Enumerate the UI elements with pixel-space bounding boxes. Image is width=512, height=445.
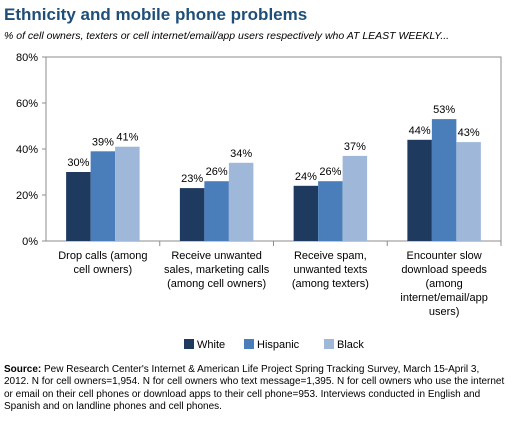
data-label: 24% — [295, 171, 317, 183]
data-label: 26% — [319, 166, 341, 178]
chart-subtitle: % of cell owners, texters or cell intern… — [4, 30, 450, 42]
bar-white — [179, 188, 205, 241]
bar-black — [228, 162, 254, 241]
legend-swatch-black — [324, 339, 334, 349]
x-tick-label: Encounter slow — [407, 250, 482, 262]
source-note: Source: Pew Research Center's Internet &… — [4, 364, 506, 414]
x-tick-label: unwanted texts — [293, 264, 367, 276]
y-tick-label: 60% — [16, 98, 38, 110]
bar-chart: 0% 20% 40% 60% 80% 30%39% 41% Drop calls (among… — [16, 52, 502, 351]
data-label: 41% — [116, 132, 138, 144]
y-tick-label: 40% — [16, 144, 38, 156]
bar-white — [293, 185, 319, 241]
x-tick-label: cell owners) — [74, 264, 133, 276]
legend-swatch-white — [184, 339, 194, 349]
x-tick-label: Receive spam, — [294, 250, 367, 262]
data-label: 39% — [92, 136, 114, 148]
legend-label-hispanic: Hispanic — [257, 339, 300, 351]
bar-hispanic — [90, 151, 116, 241]
bar-white — [66, 172, 91, 241]
data-label: 37% — [344, 141, 366, 153]
data-label: 26% — [206, 166, 228, 178]
data-label: 23% — [181, 173, 203, 185]
y-tick-label: 20% — [16, 190, 38, 202]
legend-label-black: Black — [337, 339, 364, 351]
bar-hispanic — [318, 181, 343, 241]
bar-black — [342, 155, 368, 241]
x-tick-label: internet/email/app — [400, 292, 487, 304]
data-label: 53% — [433, 104, 455, 116]
bar-white — [407, 139, 432, 241]
x-tick-label: Drop calls (among — [58, 250, 147, 262]
x-tick-label: (among cell owners) — [167, 278, 266, 290]
bar-black — [115, 146, 140, 241]
y-tick-label: 0% — [22, 236, 38, 248]
y-tick-label: 80% — [16, 52, 38, 64]
x-tick-label: (among texters) — [292, 278, 369, 290]
source-label: Source: — [4, 364, 42, 375]
legend-swatch-hispanic — [244, 339, 254, 349]
legend-label-white: White — [197, 339, 225, 351]
bar-hispanic — [204, 181, 229, 241]
bar-hispanic — [431, 119, 457, 241]
bar-black — [456, 142, 481, 241]
x-tick-label: sales, marketing calls — [164, 264, 270, 276]
data-label: 30% — [67, 157, 89, 169]
x-tick-label: (among — [425, 278, 462, 290]
source-text: Pew Research Center's Internet & America… — [4, 364, 505, 413]
data-label: 43% — [458, 127, 480, 139]
data-label: 34% — [230, 148, 252, 160]
chart-title: Ethnicity and mobile phone problems — [4, 5, 308, 24]
x-tick-label: download speeds — [401, 264, 487, 276]
data-label: 44% — [409, 125, 431, 137]
x-tick-label: users) — [429, 306, 460, 318]
x-tick-label: Receive unwanted — [171, 250, 262, 262]
